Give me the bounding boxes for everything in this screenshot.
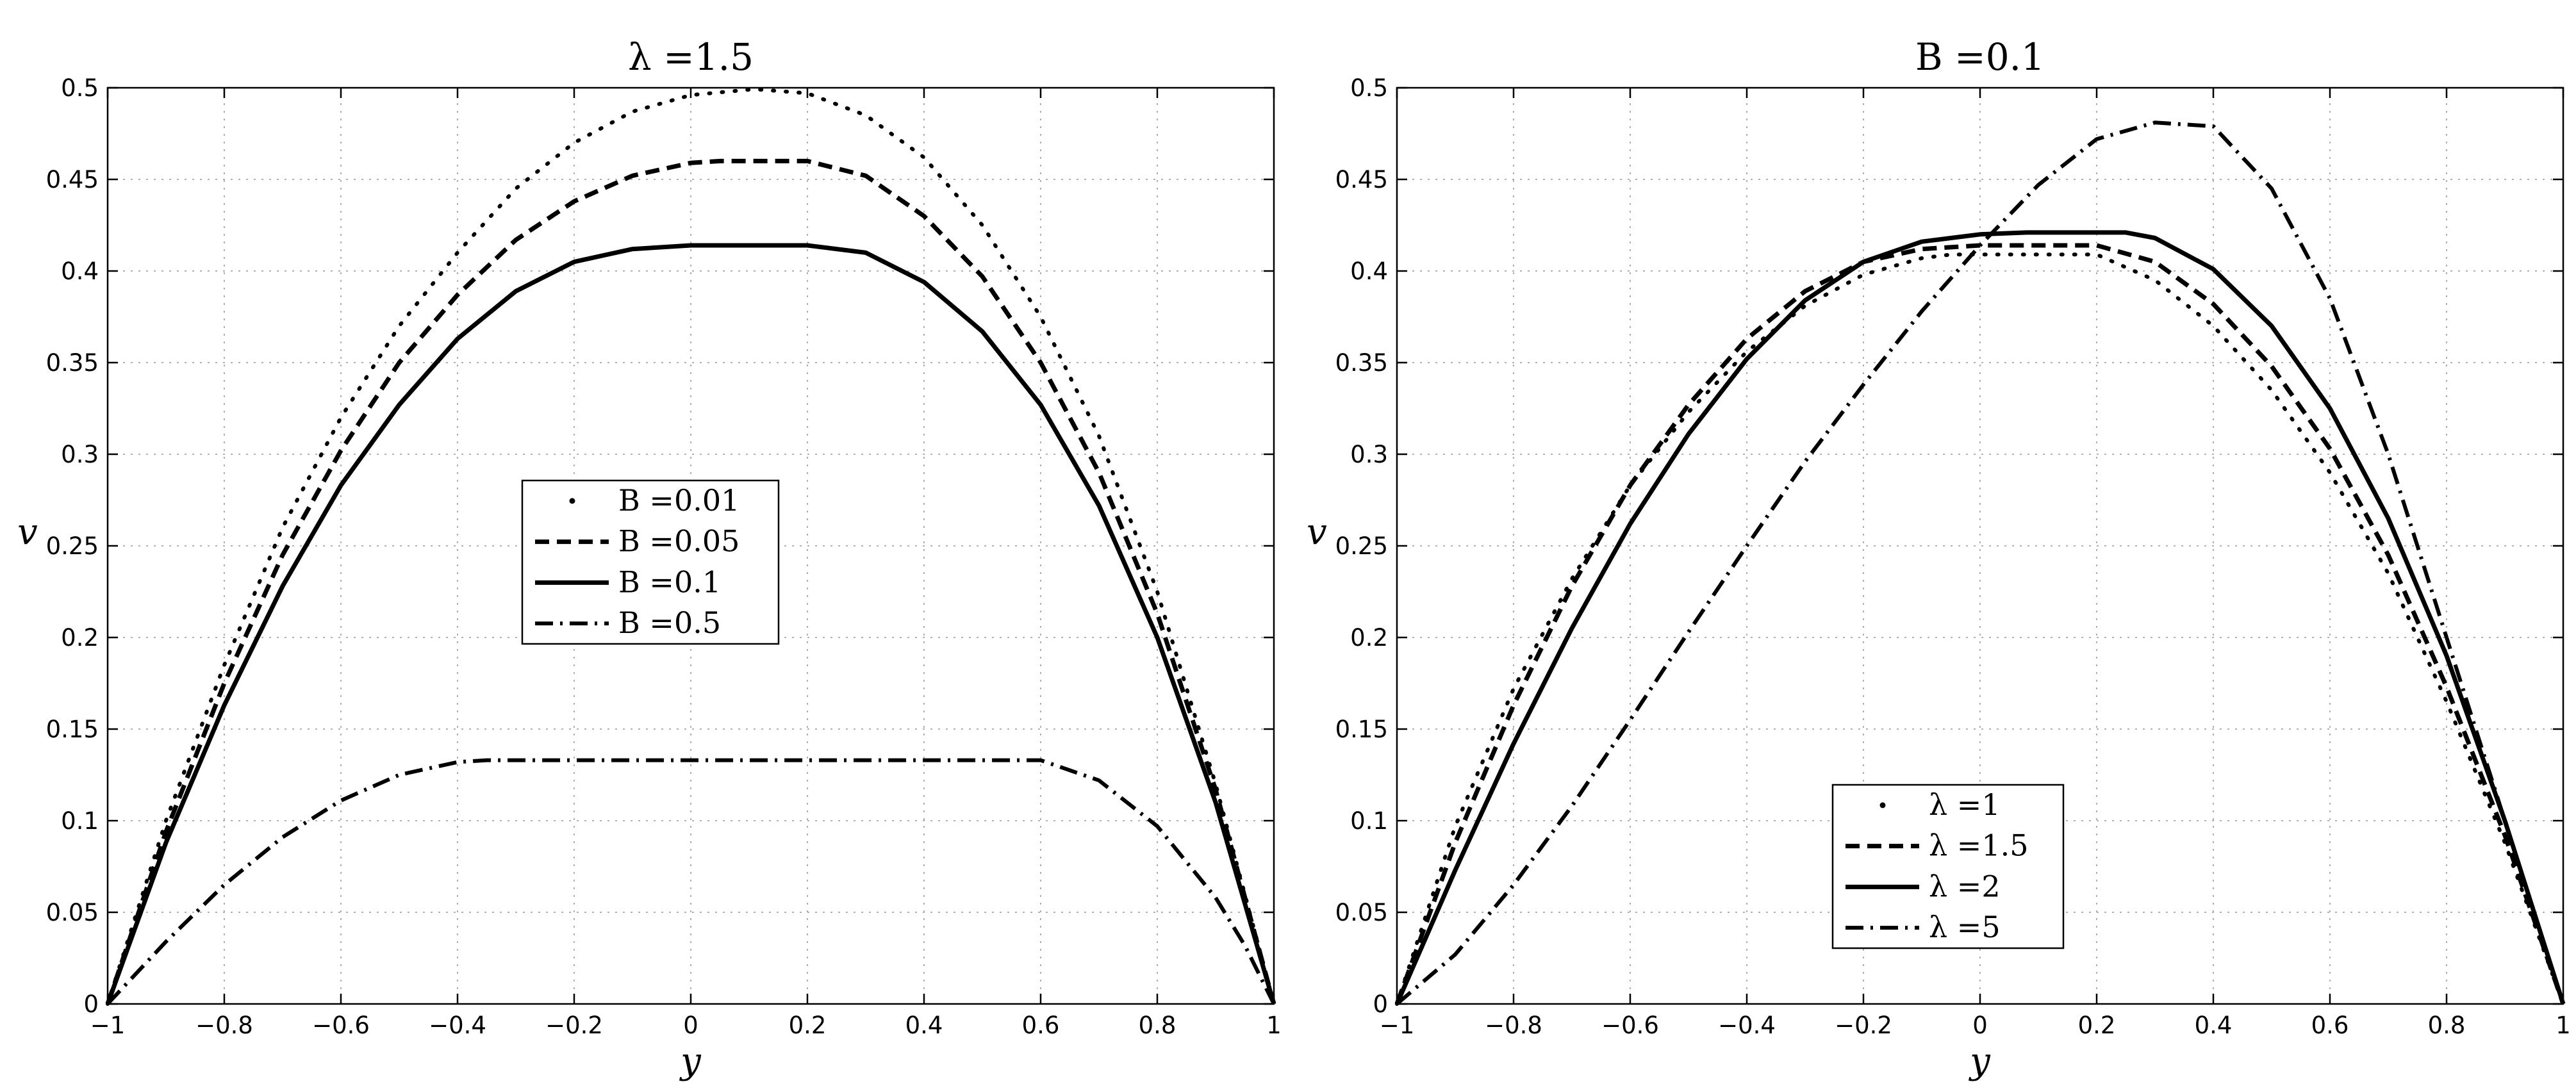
x-tick-label: −0.2: [1835, 1012, 1892, 1039]
y-tick-label: 0.4: [61, 258, 99, 285]
y-axis-label: v: [1307, 512, 1327, 554]
y-tick-label: 0.3: [61, 441, 99, 468]
x-tick-label: 0.8: [2428, 1012, 2466, 1039]
y-tick-label: 0.05: [1335, 899, 1388, 926]
x-tick-label: 0: [1972, 1012, 1988, 1039]
y-axis-label: v: [17, 512, 38, 554]
x-tick-label: 0.4: [905, 1012, 943, 1039]
y-tick-label: 0.35: [46, 349, 99, 377]
y-tick-label: 0.5: [1350, 74, 1388, 102]
legend-label: B =0.5: [618, 605, 721, 640]
y-tick-label: 0.45: [1335, 166, 1388, 193]
legend-box: [521, 479, 780, 645]
x-tick-label: −1: [1380, 1012, 1415, 1039]
x-tick-label: 0.6: [1022, 1012, 1060, 1039]
x-tick-label: −0.8: [195, 1012, 253, 1039]
legend-label: B =0.01: [618, 483, 739, 518]
x-tick-label: 0.4: [2195, 1012, 2233, 1039]
y-tick-label: 0.1: [61, 807, 99, 835]
chart-title: λ =1.5: [628, 35, 754, 79]
y-tick-label: 0.45: [46, 166, 99, 193]
x-tick-label: −0.2: [545, 1012, 603, 1039]
legend-label: λ =1: [1929, 787, 2001, 822]
y-tick-label: 0: [1373, 990, 1388, 1018]
x-tick-label: −0.4: [429, 1012, 486, 1039]
legend-label: λ =2: [1929, 869, 2001, 903]
y-tick-label: 0: [83, 990, 99, 1018]
y-tick-label: 0.15: [46, 716, 99, 743]
y-tick-label: 0.2: [1350, 624, 1388, 652]
chart-panel-left: −1 −0.8 −0.6 −0.4 −0.2 0 0.2 0.4 0.6 0.8 1 0 0.05 0.1…: [17, 35, 1282, 1082]
x-tick-label: −0.6: [312, 1012, 370, 1039]
series-line: [106, 87, 1276, 1006]
x-tick-label: 0.6: [2311, 1012, 2349, 1039]
x-tick-label: −0.4: [1718, 1012, 1776, 1039]
y-tick-label: 0.5: [61, 74, 99, 102]
x-tick-label: 1: [2555, 1012, 2571, 1039]
x-tick-label: 0: [683, 1012, 698, 1039]
x-tick-label: 0.8: [1139, 1012, 1177, 1039]
series-line: [105, 158, 1276, 1005]
legend-label: B =0.1: [618, 564, 721, 599]
legend-label: B =0.05: [618, 524, 739, 559]
chart-title: B =0.1: [1915, 35, 2045, 79]
x-tick-label: 0.2: [2078, 1012, 2116, 1039]
legend-label: λ =5: [1929, 910, 2001, 944]
x-axis-label: y: [1968, 1040, 1991, 1082]
x-tick-label: 0.2: [789, 1012, 827, 1039]
legend-swatch: [569, 498, 575, 504]
x-tick-label: 1: [1266, 1012, 1282, 1039]
legend-label: λ =1.5: [1929, 828, 2028, 863]
y-tick-label: 0.15: [1335, 716, 1388, 743]
series-line: [105, 243, 1276, 1005]
x-axis-label: y: [679, 1040, 702, 1082]
x-tick-label: −1: [90, 1012, 126, 1039]
y-tick-label: 0.35: [1335, 349, 1388, 377]
y-tick-label: 0.05: [46, 899, 99, 926]
series-line: [1396, 120, 2565, 1006]
x-tick-label: −0.8: [1485, 1012, 1542, 1039]
y-tick-label: 0.1: [1350, 807, 1388, 835]
y-tick-label: 0.4: [1350, 258, 1388, 285]
y-tick-label: 0.25: [46, 532, 99, 560]
legend-box: [1831, 784, 2065, 949]
series-line: [106, 758, 1276, 1006]
series-line: [1395, 252, 2565, 1006]
y-tick-label: 0.3: [1350, 441, 1388, 468]
chart-panel-right: −1 −0.8 −0.6 −0.4 −0.2 0 0.2 0.4 0.6 0.8 1 0 0.05 0.1…: [1307, 35, 2571, 1082]
series-line: [1394, 230, 2566, 1005]
legend-swatch: [1879, 802, 1886, 809]
y-tick-label: 0.25: [1335, 532, 1388, 560]
y-tick-label: 0.2: [61, 624, 99, 652]
x-tick-label: −0.6: [1601, 1012, 1659, 1039]
